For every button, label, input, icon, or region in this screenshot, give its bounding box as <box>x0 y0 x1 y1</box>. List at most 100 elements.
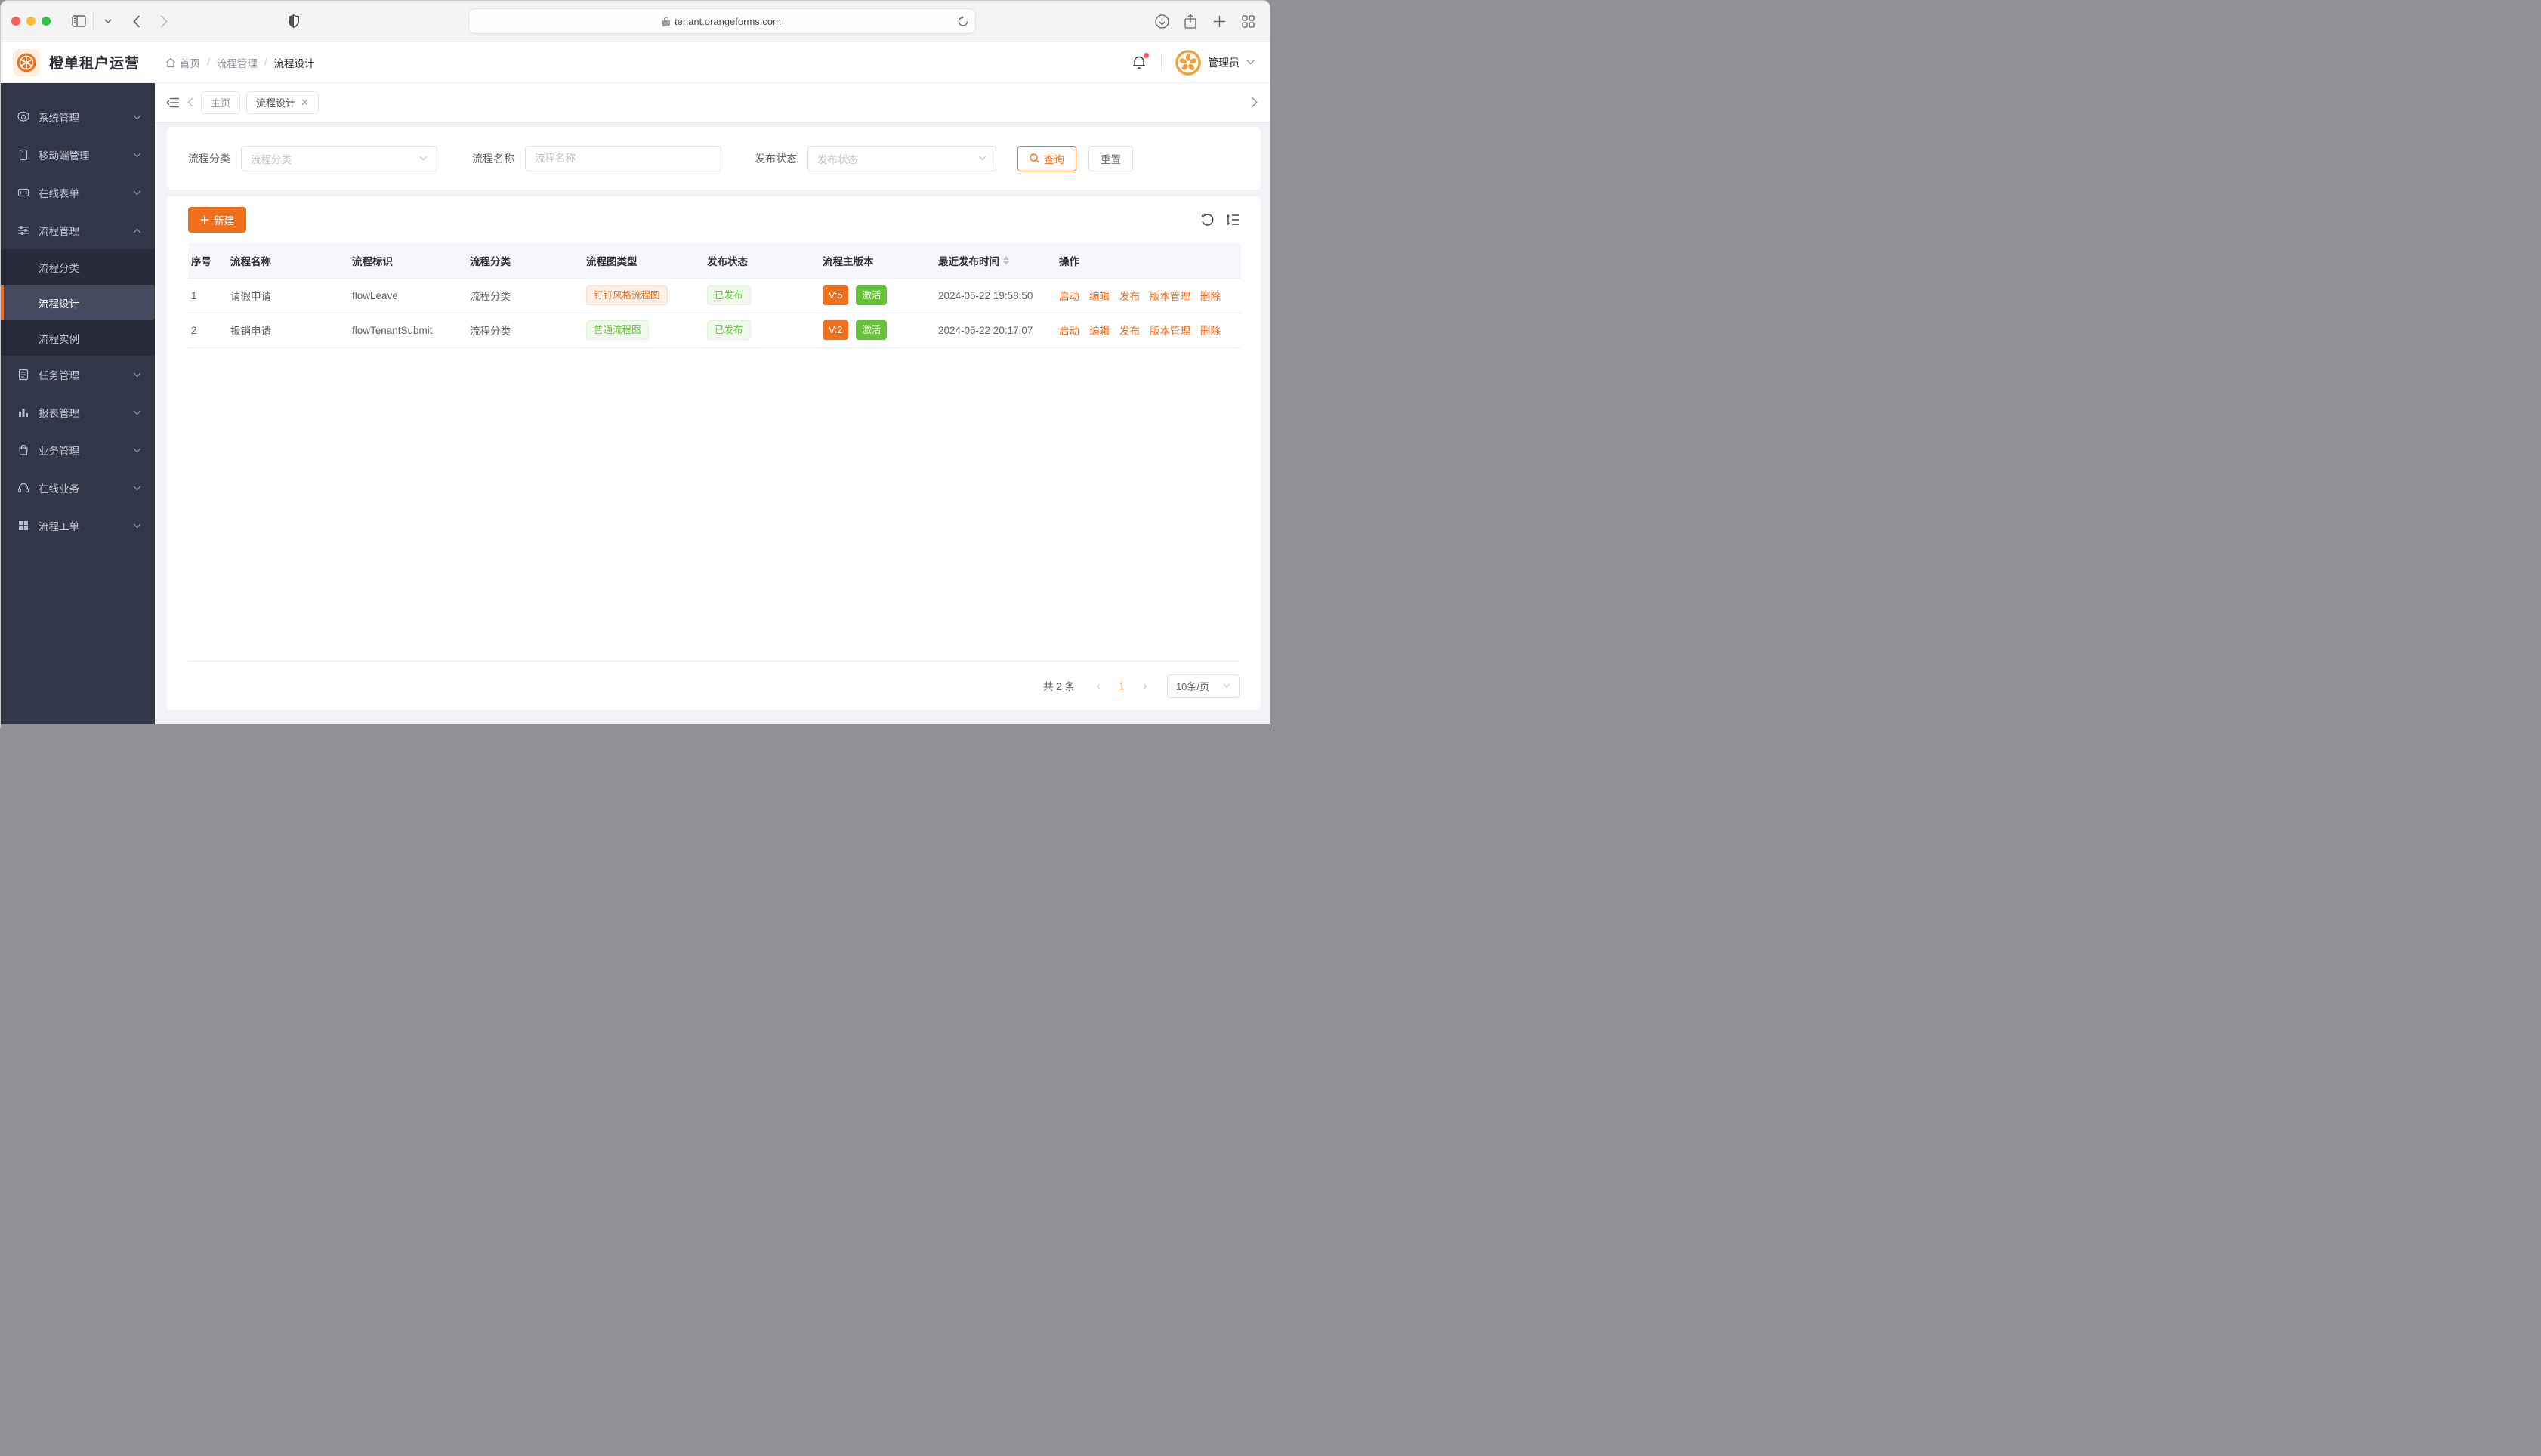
edit-link[interactable]: 编辑 <box>1089 325 1110 337</box>
cell-actions: 启动 编辑 发布 版本管理 删除 <box>1056 313 1241 348</box>
privacy-shield-icon[interactable] <box>289 14 299 28</box>
forward-button[interactable] <box>153 10 175 32</box>
traffic-lights <box>11 17 51 26</box>
prev-page-icon[interactable]: ‹ <box>1096 679 1101 693</box>
table-empty-space <box>188 348 1240 662</box>
browser-window: tenant.orangeforms.com 橙单租户运营 <box>0 0 1270 728</box>
table-row: 2 报销申请 flowTenantSubmit 流程分类 普通流程图 已发布 V… <box>188 313 1241 348</box>
chevron-down-icon <box>133 372 141 378</box>
diagram-type-tag: 普通流程图 <box>586 320 649 340</box>
window-bottom-edge <box>1 724 1270 728</box>
filter-category-label: 流程分类 <box>188 152 230 165</box>
table-header-row: 序号 流程名称 流程标识 流程分类 流程图类型 发布状态 流程主版本 最近发布时… <box>188 243 1241 279</box>
user-name: 管理员 <box>1208 56 1240 69</box>
header-divider <box>1161 53 1162 72</box>
new-tab-icon[interactable] <box>1208 10 1230 32</box>
sidebar-item-process-instance[interactable]: 流程实例 <box>1 320 155 356</box>
app-logo <box>13 48 40 76</box>
cell-category: 流程分类 <box>467 313 583 348</box>
sidebar-item-process-category[interactable]: 流程分类 <box>1 249 155 285</box>
breadcrumb-level2: 流程设计 <box>273 57 315 69</box>
zoom-window-button[interactable] <box>42 17 51 26</box>
sidebar-toggle-icon[interactable] <box>67 10 90 32</box>
chevron-down-icon <box>133 448 141 453</box>
back-button[interactable] <box>125 10 148 32</box>
tab-home[interactable]: 主页 <box>201 91 241 114</box>
active-badge: 激活 <box>856 285 888 305</box>
sort-carets[interactable] <box>1003 255 1009 265</box>
minimize-window-button[interactable] <box>26 17 36 26</box>
page-number[interactable]: 1 <box>1119 680 1125 692</box>
delete-link[interactable]: 删除 <box>1200 291 1221 302</box>
filter-name-input[interactable] <box>525 145 721 171</box>
start-link[interactable]: 启动 <box>1059 291 1079 302</box>
active-badge: 激活 <box>856 320 888 340</box>
filter-status-select[interactable]: 发布状态 <box>807 145 996 171</box>
version-mgmt-link[interactable]: 版本管理 <box>1150 325 1190 337</box>
page-size-select[interactable]: 10条/页 <box>1167 674 1240 698</box>
breadcrumb-level1[interactable]: 流程管理 <box>216 57 258 69</box>
tabs-scroll-right-icon[interactable] <box>1251 97 1258 108</box>
toolbar-divider <box>93 13 94 29</box>
refresh-icon[interactable] <box>1201 213 1214 227</box>
sidebar-item-process-mgmt[interactable]: 流程管理 <box>1 211 155 249</box>
form-icon <box>17 187 29 199</box>
collapse-menu-icon[interactable] <box>167 97 180 108</box>
chevron-down-icon <box>133 153 141 158</box>
tabs-scroll-left-icon[interactable] <box>187 97 193 107</box>
chevron-down-icon <box>133 410 141 415</box>
tab-process-design[interactable]: 流程设计 ✕ <box>246 91 319 114</box>
sidebar-item-online-business[interactable]: 在线业务 <box>1 469 155 507</box>
share-icon[interactable] <box>1179 10 1202 32</box>
reload-icon[interactable] <box>958 15 968 27</box>
sidebar-item-label: 流程实例 <box>39 333 79 345</box>
reset-button[interactable]: 重置 <box>1088 145 1133 171</box>
query-button[interactable]: 查询 <box>1017 145 1076 171</box>
start-link[interactable]: 启动 <box>1059 325 1079 337</box>
address-bar[interactable]: tenant.orangeforms.com <box>468 8 976 34</box>
notification-bell-icon[interactable] <box>1132 53 1149 69</box>
sidebar-item-business-mgmt[interactable]: 业务管理 <box>1 431 155 469</box>
filter-category-select[interactable]: 流程分类 <box>241 145 437 171</box>
close-tab-icon[interactable]: ✕ <box>301 96 309 108</box>
sidebar-dropdown-icon[interactable] <box>97 10 119 32</box>
next-page-icon[interactable]: › <box>1143 679 1147 693</box>
grid-icon <box>17 520 29 532</box>
row-height-icon[interactable] <box>1226 214 1240 227</box>
publish-link[interactable]: 发布 <box>1119 325 1140 337</box>
sidebar: 系统管理 移动端管理 在线表单 流程管理 流程分类 <box>1 83 155 724</box>
lock-icon <box>662 16 671 26</box>
cell-key: flowTenantSubmit <box>349 313 467 348</box>
sidebar-item-label: 在线业务 <box>39 483 79 495</box>
sidebar-item-process-design[interactable]: 流程设计 <box>1 285 155 320</box>
sidebar-item-label: 流程设计 <box>39 298 79 310</box>
sidebar-item-online-form[interactable]: 在线表单 <box>1 174 155 211</box>
version-badge: V:2 <box>823 320 849 340</box>
downloads-icon[interactable] <box>1150 10 1173 32</box>
publish-link[interactable]: 发布 <box>1119 291 1140 302</box>
publish-status-tag: 已发布 <box>707 320 751 340</box>
chevron-down-icon <box>1246 60 1255 65</box>
delete-link[interactable]: 删除 <box>1200 325 1221 337</box>
edit-link[interactable]: 编辑 <box>1089 291 1110 302</box>
create-button[interactable]: 新建 <box>188 207 246 233</box>
sidebar-item-label: 业务管理 <box>39 446 79 457</box>
breadcrumb-home[interactable]: 首页 <box>165 55 200 70</box>
sidebar-item-mobile[interactable]: 移动端管理 <box>1 136 155 174</box>
close-window-button[interactable] <box>11 17 20 26</box>
diagram-type-tag: 钉钉风格流程图 <box>586 285 668 305</box>
search-icon <box>1030 153 1039 163</box>
bar-chart-icon <box>17 406 29 418</box>
sidebar-item-task-mgmt[interactable]: 任务管理 <box>1 356 155 393</box>
cell-index: 1 <box>188 278 227 313</box>
sidebar-item-report-mgmt[interactable]: 报表管理 <box>1 393 155 431</box>
content-area: 流程分类 流程分类 流程名称 发布状态 发布状态 <box>155 122 1270 724</box>
sidebar-item-process-workorder[interactable]: 流程工单 <box>1 507 155 544</box>
chevron-down-icon <box>1223 683 1230 688</box>
process-table: 序号 流程名称 流程标识 流程分类 流程图类型 发布状态 流程主版本 最近发布时… <box>188 243 1241 348</box>
version-mgmt-link[interactable]: 版本管理 <box>1150 291 1190 302</box>
tab-overview-icon[interactable] <box>1237 10 1259 32</box>
user-menu[interactable]: 管理员 <box>1175 49 1255 76</box>
sidebar-item-label: 任务管理 <box>39 370 79 381</box>
sidebar-item-system[interactable]: 系统管理 <box>1 98 155 136</box>
